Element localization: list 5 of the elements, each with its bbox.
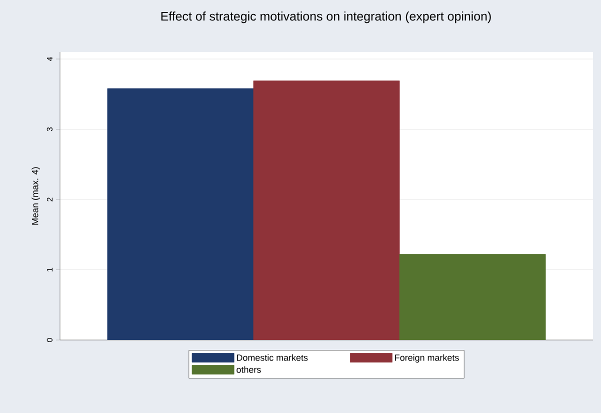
legend-label: others bbox=[236, 366, 261, 373]
chart-title: Effect of strategic motivations on integration (expert opinion) bbox=[161, 12, 491, 24]
y-axis-title: Mean (max. 4) bbox=[32, 167, 40, 225]
legend-label: Domestic markets bbox=[236, 354, 308, 361]
legend-label: Foreign markets bbox=[395, 354, 459, 363]
